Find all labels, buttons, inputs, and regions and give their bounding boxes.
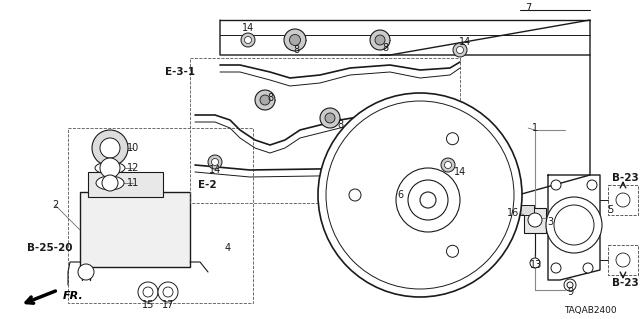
Circle shape xyxy=(158,282,178,302)
Circle shape xyxy=(284,29,306,51)
Bar xyxy=(68,128,253,303)
Circle shape xyxy=(408,180,448,220)
Bar xyxy=(608,245,638,275)
Circle shape xyxy=(564,279,576,291)
Text: 11: 11 xyxy=(127,178,139,188)
Circle shape xyxy=(554,205,594,245)
Text: E-3-1: E-3-1 xyxy=(165,67,195,77)
Text: 13: 13 xyxy=(530,260,542,270)
Circle shape xyxy=(583,263,593,273)
Circle shape xyxy=(143,287,153,297)
Text: FR.: FR. xyxy=(63,291,84,301)
Circle shape xyxy=(289,34,301,46)
Circle shape xyxy=(528,213,542,227)
Circle shape xyxy=(567,282,573,288)
Text: 1: 1 xyxy=(532,123,538,133)
Text: 8: 8 xyxy=(382,43,388,53)
Text: TAQAB2400: TAQAB2400 xyxy=(564,306,616,315)
Text: 7: 7 xyxy=(525,3,531,13)
Ellipse shape xyxy=(95,162,125,174)
Circle shape xyxy=(260,95,270,105)
Text: 9: 9 xyxy=(567,287,573,297)
Circle shape xyxy=(445,161,451,168)
Bar xyxy=(524,208,546,233)
Circle shape xyxy=(396,168,460,232)
Bar xyxy=(190,58,460,203)
Circle shape xyxy=(100,158,120,178)
Circle shape xyxy=(447,133,458,145)
Circle shape xyxy=(92,130,128,166)
Text: 5: 5 xyxy=(607,205,613,215)
Circle shape xyxy=(420,192,436,208)
Text: 15: 15 xyxy=(142,300,154,310)
Text: 8: 8 xyxy=(267,93,273,103)
Circle shape xyxy=(616,253,630,267)
Circle shape xyxy=(211,159,218,166)
Text: 14: 14 xyxy=(459,37,471,47)
Text: 8: 8 xyxy=(337,120,343,130)
Circle shape xyxy=(326,101,514,289)
Text: 4: 4 xyxy=(225,243,231,253)
Text: 8: 8 xyxy=(293,45,299,55)
Bar xyxy=(80,192,190,267)
Circle shape xyxy=(456,47,463,54)
Circle shape xyxy=(208,155,222,169)
Circle shape xyxy=(551,180,561,190)
Circle shape xyxy=(530,258,540,268)
Circle shape xyxy=(616,193,630,207)
Text: 2: 2 xyxy=(52,200,58,210)
Text: E-2: E-2 xyxy=(198,180,216,190)
Circle shape xyxy=(441,158,455,172)
Circle shape xyxy=(447,245,458,257)
Bar xyxy=(608,185,638,215)
Text: 17: 17 xyxy=(162,300,174,310)
Text: B-25-20: B-25-20 xyxy=(28,243,73,253)
Circle shape xyxy=(349,189,361,201)
Circle shape xyxy=(320,108,340,128)
Text: 6: 6 xyxy=(397,190,403,200)
Text: 12: 12 xyxy=(127,163,139,173)
Circle shape xyxy=(453,43,467,57)
Circle shape xyxy=(100,138,120,158)
Circle shape xyxy=(325,113,335,123)
Text: 14: 14 xyxy=(209,165,221,175)
Bar xyxy=(88,172,163,197)
Bar xyxy=(520,205,534,215)
Text: B-23: B-23 xyxy=(612,278,638,288)
Text: 3: 3 xyxy=(547,217,553,227)
Circle shape xyxy=(255,90,275,110)
Text: 10: 10 xyxy=(127,143,139,153)
Text: B-23: B-23 xyxy=(612,173,638,183)
Circle shape xyxy=(102,175,118,191)
Circle shape xyxy=(318,93,522,297)
Circle shape xyxy=(370,30,390,50)
Circle shape xyxy=(244,36,252,43)
Circle shape xyxy=(546,197,602,253)
Circle shape xyxy=(241,33,255,47)
Circle shape xyxy=(163,287,173,297)
Circle shape xyxy=(551,263,561,273)
Circle shape xyxy=(375,35,385,45)
Text: 14: 14 xyxy=(242,23,254,33)
Ellipse shape xyxy=(96,176,124,190)
Circle shape xyxy=(78,264,94,280)
Circle shape xyxy=(138,282,158,302)
Text: 14: 14 xyxy=(454,167,466,177)
Circle shape xyxy=(587,180,597,190)
Text: 16: 16 xyxy=(507,208,519,218)
